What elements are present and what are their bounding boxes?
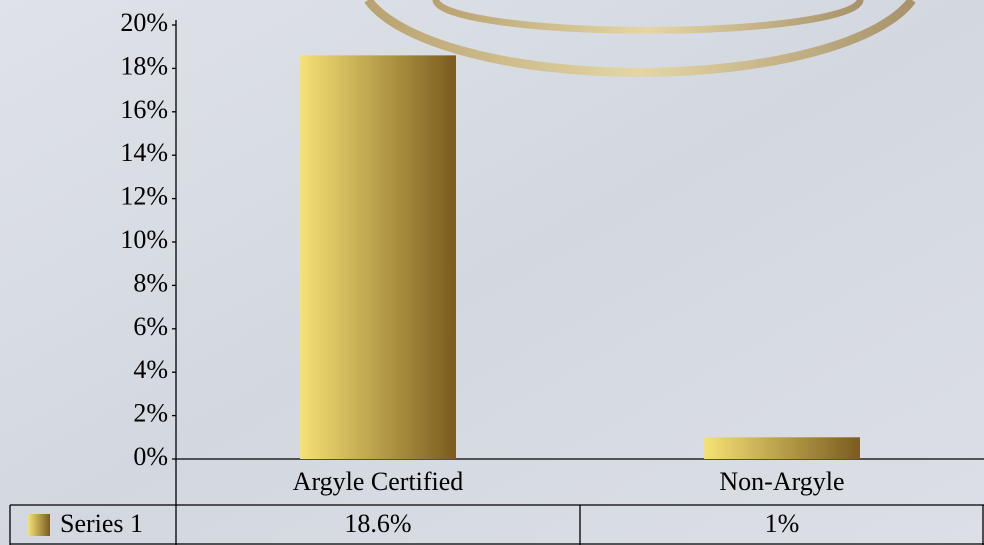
y-tick-label: 20% xyxy=(120,8,168,37)
y-tick-label: 16% xyxy=(120,95,168,124)
y-tick-label: 10% xyxy=(120,225,168,254)
y-tick-label: 12% xyxy=(120,182,168,211)
legend-label: Series 1 xyxy=(60,509,143,538)
decor-ring xyxy=(364,0,916,77)
y-tick-label: 2% xyxy=(133,399,168,428)
y-tick-label: 14% xyxy=(120,138,168,167)
x-tick-label: Argyle Certified xyxy=(293,467,464,496)
y-tick-label: 6% xyxy=(133,312,168,341)
legend-key xyxy=(28,514,50,536)
table-value: 18.6% xyxy=(344,509,411,538)
bar xyxy=(704,437,860,459)
y-tick-label: 4% xyxy=(133,355,168,384)
y-tick-label: 8% xyxy=(133,268,168,297)
x-tick-label: Non-Argyle xyxy=(719,467,844,496)
decor-ring xyxy=(432,0,864,34)
y-tick-label: 0% xyxy=(133,442,168,471)
table-value: 1% xyxy=(765,509,800,538)
bar xyxy=(300,55,456,459)
y-tick-label: 18% xyxy=(120,51,168,80)
